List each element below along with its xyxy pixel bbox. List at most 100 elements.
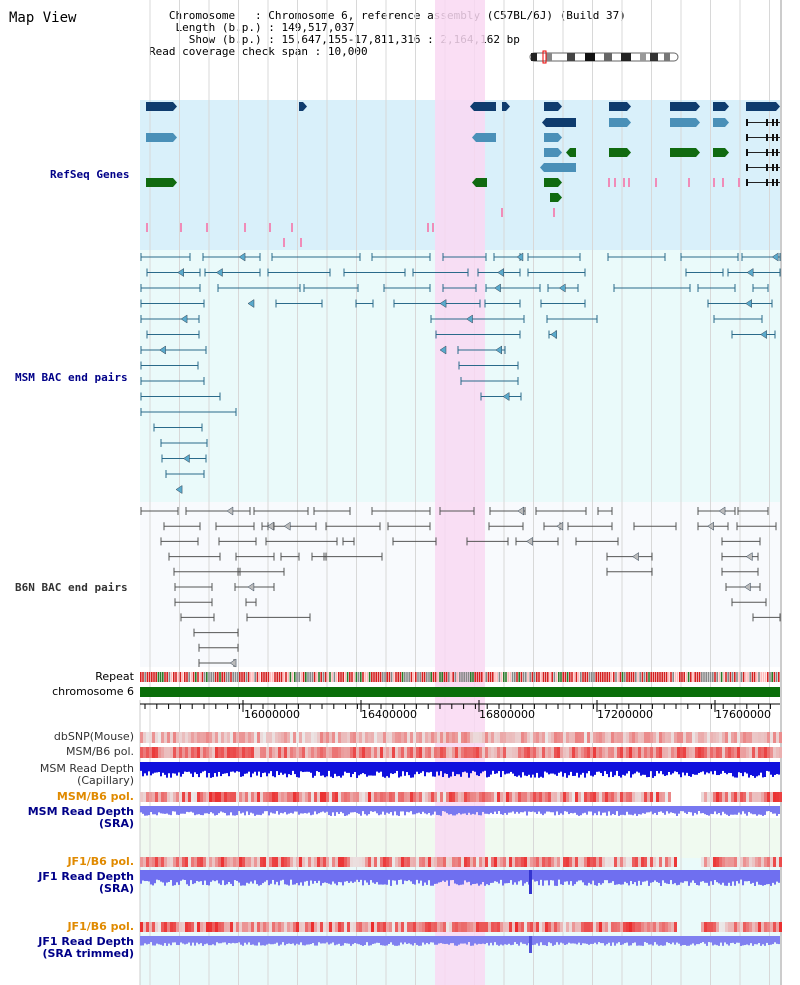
jf1-sra-depth-bar xyxy=(318,870,320,881)
msm-capillary-depth-bar xyxy=(366,762,368,777)
msm-b6-pol-sra-heat-cell xyxy=(146,792,149,802)
msm-b6-pol-heat-cell xyxy=(251,747,254,758)
dbsnp-heat-cell xyxy=(362,732,365,743)
msm-sra-depth-bar xyxy=(684,806,686,813)
msm-sra-depth-bar xyxy=(690,806,692,813)
ruler-tick-label: 16400000 xyxy=(361,708,417,721)
jf1-sra-depth-bar xyxy=(286,870,288,885)
jf1-b6-pol-trimmed-heat-cell xyxy=(389,922,392,932)
jf1-trimmed-depth-bar xyxy=(170,936,172,946)
msm-capillary-depth-bar xyxy=(426,762,428,773)
repeat-feature xyxy=(276,672,278,682)
jf1-trimmed-depth-bar xyxy=(340,936,342,946)
jf1-sra-depth-bar xyxy=(218,870,220,884)
msm-b6-pol-heat-cell xyxy=(611,747,614,758)
repeat-feature xyxy=(729,672,732,682)
jf1-read-depth-sra-label[interactable]: JF1 Read Depth (SRA) xyxy=(0,871,134,895)
msm-b6-pol-heat-cell xyxy=(197,747,200,758)
msm-sra-depth-bar xyxy=(394,806,396,812)
jf1-trimmed-depth-bar xyxy=(534,936,536,945)
msm-capillary-depth-bar xyxy=(764,762,766,777)
msm-b6-pol-sra-heat-cell xyxy=(371,792,374,802)
msm-read-depth-capillary-label[interactable]: MSM Read Depth (Capillary) xyxy=(0,763,134,787)
dbsnp-heat-cell xyxy=(218,732,221,743)
jf1-sra-depth-bar xyxy=(646,870,648,881)
msm-b6-pol-heat-cell xyxy=(485,747,488,758)
repeat-feature xyxy=(175,672,177,682)
dbsnp-label[interactable]: dbSNP(Mouse) xyxy=(53,730,134,743)
repeat-feature xyxy=(335,672,338,682)
msm-b6-pol-heat-cell xyxy=(638,747,641,758)
refseq-genes-label[interactable]: RefSeq Genes xyxy=(50,168,130,181)
b6n-bac-end-marker xyxy=(226,506,234,516)
refseq-minor-feature xyxy=(501,208,503,217)
msm-sra-depth-bar xyxy=(468,806,470,813)
jf1-b6-pol-heat-cell xyxy=(656,857,659,867)
repeat-feature xyxy=(494,672,496,682)
jf1-sra-depth-bar xyxy=(496,870,498,882)
jf1-b6-pol-trimmed-heat-cell xyxy=(653,922,656,932)
msm-capillary-depth-bar xyxy=(696,762,698,775)
jf1-trimmed-depth-bar xyxy=(236,936,238,944)
jf1-trimmed-depth-bar xyxy=(420,936,422,946)
jf1-sra-depth-bar xyxy=(576,870,578,882)
jf1-b6-pol-heat-cell xyxy=(779,857,782,867)
msm-capillary-depth-bar xyxy=(766,762,768,771)
b6n-bac-end-pairs-label[interactable]: B6N BAC end pairs xyxy=(15,581,128,594)
msm-b6-pol-capillary-label[interactable]: MSM/B6 pol. xyxy=(66,745,134,758)
jf1-trimmed-depth-bar xyxy=(702,936,704,943)
msm-sra-depth-bar xyxy=(564,806,566,812)
msm-bac-end-pairs-label[interactable]: MSM BAC end pairs xyxy=(15,371,128,384)
jf1-b6-pol-heat-cell xyxy=(512,857,515,867)
jf1-b6-pol-trimmed-heat-cell xyxy=(227,922,230,932)
msm-b6-pol-heat-cell xyxy=(377,747,380,758)
msm-b6-pol-sra-heat-cell xyxy=(527,792,530,802)
jf1-sra-depth-bar xyxy=(450,870,452,881)
msm-b6-pol-heat-cell xyxy=(191,747,194,758)
dbsnp-heat-cell xyxy=(281,732,284,743)
repeat-feature xyxy=(522,672,525,682)
msm-capillary-depth-bar xyxy=(144,762,146,774)
jf1-b6-pol-trimmed-heat-cell xyxy=(581,922,584,932)
jf1-trimmed-depth-bar xyxy=(672,936,674,943)
jf1-trimmed-depth-bar xyxy=(724,936,726,943)
msm-b6-pol-sra-heat-cell xyxy=(227,792,230,802)
jf1-sra-depth-bar xyxy=(536,870,538,882)
jf1-b6-pol-trimmed-heat-cell xyxy=(218,922,221,932)
jf1-sra-depth-bar xyxy=(704,870,706,883)
jf1-sra-depth-bar xyxy=(386,870,388,885)
msm-b6-pol-heat-cell xyxy=(209,747,212,758)
dbsnp-heat-cell xyxy=(692,732,695,743)
jf1-trimmed-depth-bar xyxy=(544,936,546,946)
jf1-b6-pol-trimmed-heat-cell xyxy=(293,922,296,932)
jf1-b6-pol-trimmed-heat-cell xyxy=(209,922,212,932)
jf1-trimmed-depth-bar xyxy=(740,936,742,946)
jf1-b6-pol-trimmed-label[interactable]: JF1/B6 pol. xyxy=(67,920,134,933)
repeat-feature xyxy=(254,672,256,682)
msm-capillary-depth-bar xyxy=(292,762,294,771)
msm-sra-depth-bar xyxy=(326,806,328,812)
msm-sra-depth-bar xyxy=(142,806,144,814)
msm-b6-pol-sra-heat-cell xyxy=(638,792,641,802)
msm-b6-pol-heat-cell xyxy=(320,747,323,758)
gene-exon xyxy=(772,164,774,171)
msm-capillary-depth-bar xyxy=(324,762,326,778)
jf1-sra-depth-bar xyxy=(444,870,446,882)
jf1-b6-pol-heat-cell xyxy=(716,857,719,867)
jf1-b6-pol-label[interactable]: JF1/B6 pol. xyxy=(67,855,134,868)
jf1-trimmed-depth-bar xyxy=(584,936,586,944)
msm-read-depth-sra-label[interactable]: MSM Read Depth (SRA) xyxy=(0,806,134,830)
msm-sra-depth-bar xyxy=(454,806,456,816)
msm-b6-pol-sra-label[interactable]: MSM/B6 pol. xyxy=(56,790,134,803)
jf1-trimmed-depth-bar xyxy=(654,936,656,943)
msm-b6-pol-heat-cell xyxy=(635,747,638,758)
gene-feature xyxy=(470,102,496,111)
repeat-feature xyxy=(597,672,600,682)
msm-capillary-depth-bar xyxy=(150,762,152,776)
jf1-trimmed-depth-bar xyxy=(652,936,654,946)
msm-capillary-depth-bar xyxy=(758,762,760,776)
msm-sra-depth-bar xyxy=(418,806,420,813)
jf1-b6-pol-heat-cell xyxy=(671,857,674,867)
jf1-read-depth-trimmed-label[interactable]: JF1 Read Depth (SRA trimmed) xyxy=(0,936,134,960)
